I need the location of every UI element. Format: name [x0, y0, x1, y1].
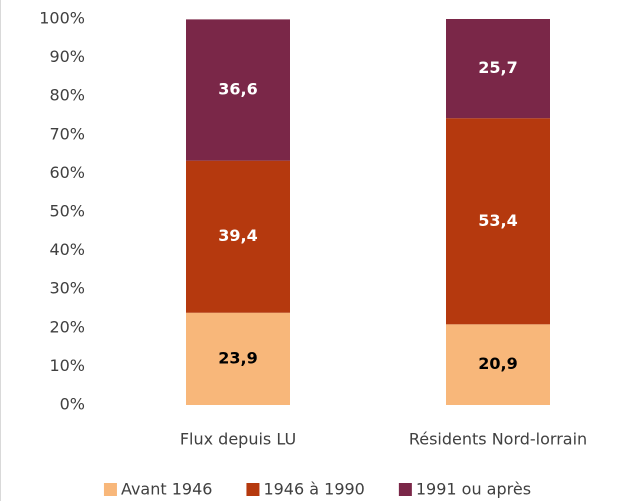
bar-segment [446, 19, 550, 119]
bar-segment [446, 324, 550, 405]
x-tick-label: Flux depuis LU [180, 430, 296, 449]
y-tick-label: 90% [49, 47, 85, 66]
data-label: 23,9 [218, 348, 257, 367]
y-tick-label: 0% [60, 395, 85, 414]
bar-segment [186, 160, 290, 313]
y-tick-label: 30% [49, 279, 85, 298]
legend-swatch [398, 483, 412, 496]
y-tick-label: 100% [39, 9, 85, 28]
y-tick-label: 80% [49, 86, 85, 105]
y-tick-label: 50% [49, 202, 85, 221]
y-tick-label: 60% [49, 163, 85, 182]
x-tick-label: Résidents Nord-lorrain [409, 430, 587, 449]
data-label: 20,9 [478, 354, 517, 373]
legend-label: 1946 à 1990 [263, 480, 364, 499]
legend-label: Avant 1946 [121, 480, 213, 499]
y-tick-label: 20% [49, 317, 85, 336]
bar-segment [186, 312, 290, 405]
data-label: 39,4 [218, 226, 257, 245]
y-tick-label: 70% [49, 124, 85, 143]
bar-segment [446, 118, 550, 325]
data-label: 25,7 [478, 58, 517, 77]
y-tick-label: 10% [49, 356, 85, 375]
bar-segment [186, 19, 290, 161]
legend-label: 1991 ou après [416, 480, 531, 499]
legend-swatch [103, 483, 117, 496]
y-tick-label: 40% [49, 240, 85, 259]
data-label: 53,4 [478, 211, 517, 230]
data-label: 36,6 [218, 80, 257, 99]
legend-swatch [246, 483, 260, 496]
